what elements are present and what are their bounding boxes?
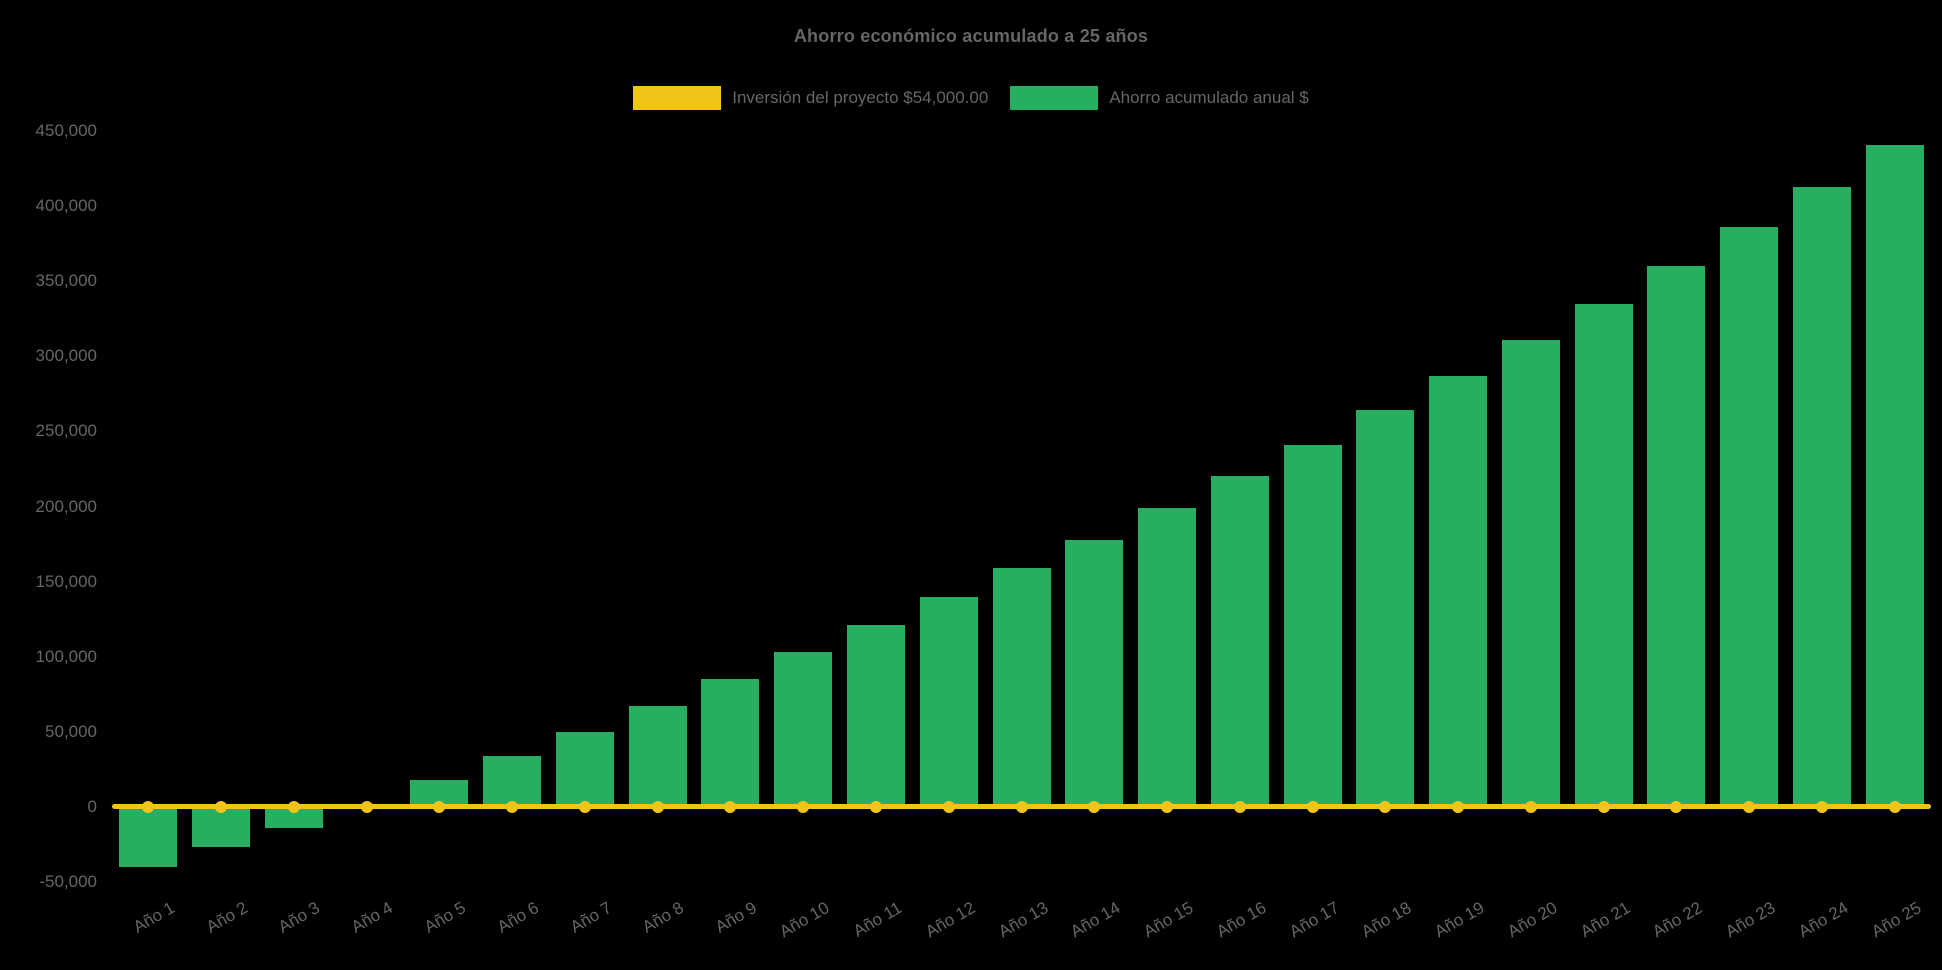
investment-line-point[interactable]: [1670, 800, 1683, 813]
y-axis-tick: 150,000: [35, 571, 97, 591]
bar-año-16[interactable]: [1210, 476, 1269, 807]
bar-año-23[interactable]: [1720, 227, 1779, 807]
x-axis-label: Año 10: [776, 898, 833, 942]
legend-item-savings[interactable]: Ahorro acumulado anual $: [1010, 86, 1309, 110]
x-axis-label: Año 19: [1431, 898, 1488, 942]
bar-año-15[interactable]: [1138, 508, 1197, 807]
y-axis-tick: 300,000: [35, 346, 97, 366]
bar-año-20[interactable]: [1501, 339, 1560, 807]
investment-line-point[interactable]: [360, 800, 373, 813]
y-axis-tick: -50,000: [39, 872, 97, 891]
bar-año-7[interactable]: [555, 731, 614, 807]
legend-item-investment[interactable]: Inversión del proyecto $54,000.00: [633, 86, 988, 110]
investment-line-point[interactable]: [1306, 800, 1319, 813]
investment-line-point[interactable]: [1015, 800, 1028, 813]
bar-año-18[interactable]: [1356, 410, 1415, 807]
x-axis-label: Año 11: [850, 898, 906, 941]
investment-legend-label: Inversión del proyecto $54,000.00: [732, 88, 989, 107]
bar-año-9[interactable]: [701, 679, 760, 807]
x-axis-label: Año 20: [1504, 898, 1561, 942]
investment-line-point[interactable]: [797, 800, 810, 813]
investment-line-point[interactable]: [1379, 800, 1392, 813]
bar-año-12[interactable]: [919, 596, 978, 807]
x-axis-label: Año 18: [1358, 898, 1415, 942]
investment-line-point[interactable]: [287, 800, 300, 813]
investment-line-point[interactable]: [1815, 800, 1828, 813]
bar-año-24[interactable]: [1792, 186, 1851, 807]
x-axis-label: Año 2: [202, 898, 251, 937]
x-axis-label: Año 24: [1795, 898, 1852, 942]
x-axis-label: Año 3: [275, 898, 324, 937]
investment-line-point[interactable]: [506, 800, 519, 813]
savings-legend-label: Ahorro acumulado anual $: [1109, 88, 1309, 107]
bar-año-17[interactable]: [1283, 444, 1342, 807]
x-axis-label: Año 22: [1649, 898, 1706, 942]
investment-line-point[interactable]: [1597, 800, 1610, 813]
x-axis-label: Año 15: [1140, 898, 1197, 942]
bar-año-22[interactable]: [1647, 266, 1706, 807]
investment-line-point[interactable]: [578, 800, 591, 813]
investment-line-point[interactable]: [215, 800, 228, 813]
y-axis-tick: 450,000: [35, 121, 97, 140]
y-axis-tick: 250,000: [35, 421, 97, 441]
y-axis-tick: 200,000: [35, 496, 97, 516]
x-axis-label: Año 8: [639, 898, 688, 937]
x-axis-label: Año 4: [348, 898, 397, 937]
investment-legend-swatch: [633, 86, 722, 110]
x-axis-label: Año 25: [1867, 898, 1925, 942]
x-axis-label: Año 12: [922, 898, 979, 942]
bar-año-6[interactable]: [483, 755, 542, 807]
x-axis-label: Año 16: [1213, 898, 1270, 942]
investment-line-point[interactable]: [724, 800, 737, 813]
investment-line-point[interactable]: [1161, 800, 1174, 813]
x-axis-label: Año 7: [566, 898, 615, 937]
bar-año-21[interactable]: [1574, 303, 1633, 807]
investment-line-point[interactable]: [433, 800, 446, 813]
x-axis-label: Año 1: [129, 898, 178, 937]
investment-line-point[interactable]: [869, 800, 882, 813]
investment-line-point[interactable]: [651, 800, 664, 813]
chart-title: Ahorro económico acumulado a 25 años: [793, 26, 1149, 46]
y-axis-tick: 400,000: [35, 196, 97, 216]
bar-año-10[interactable]: [774, 652, 833, 807]
bar-año-2[interactable]: [192, 806, 251, 848]
investment-line-point[interactable]: [942, 800, 955, 813]
investment-line-point[interactable]: [1233, 800, 1246, 813]
investment-line-point[interactable]: [142, 800, 155, 813]
x-axis-label: Año 6: [493, 898, 542, 937]
x-axis-label: Año 9: [711, 898, 760, 937]
bar-año-25[interactable]: [1865, 144, 1924, 807]
bar-año-3[interactable]: [264, 806, 323, 828]
bar-año-11[interactable]: [846, 625, 905, 807]
x-axis-label: Año 17: [1285, 898, 1343, 942]
bar-año-8[interactable]: [628, 706, 687, 807]
bar-año-1[interactable]: [119, 806, 178, 867]
x-axis-label: Año 14: [1067, 898, 1124, 942]
investment-line-point[interactable]: [1452, 800, 1465, 813]
investment-line-point[interactable]: [1524, 800, 1537, 813]
bar-año-13[interactable]: [992, 568, 1051, 807]
bar-año-19[interactable]: [1429, 375, 1488, 807]
chart-legend: Inversión del proyecto $54,000.00 Ahorro…: [0, 86, 1942, 110]
bar-año-14[interactable]: [1065, 539, 1124, 807]
x-axis-label: Año 23: [1722, 898, 1779, 942]
y-axis-tick: 0: [87, 796, 97, 816]
investment-line-point[interactable]: [1743, 800, 1756, 813]
x-axis-label: Año 5: [420, 898, 469, 937]
savings-legend-swatch: [1010, 86, 1099, 110]
x-axis-label: Año 13: [994, 898, 1051, 942]
y-axis-tick: 50,000: [45, 721, 97, 741]
y-axis-tick: 350,000: [35, 271, 97, 291]
x-axis-label: Año 21: [1576, 898, 1634, 942]
investment-line-point[interactable]: [1088, 800, 1101, 813]
investment-line-point[interactable]: [1888, 800, 1901, 813]
y-axis-tick: 100,000: [35, 646, 97, 666]
